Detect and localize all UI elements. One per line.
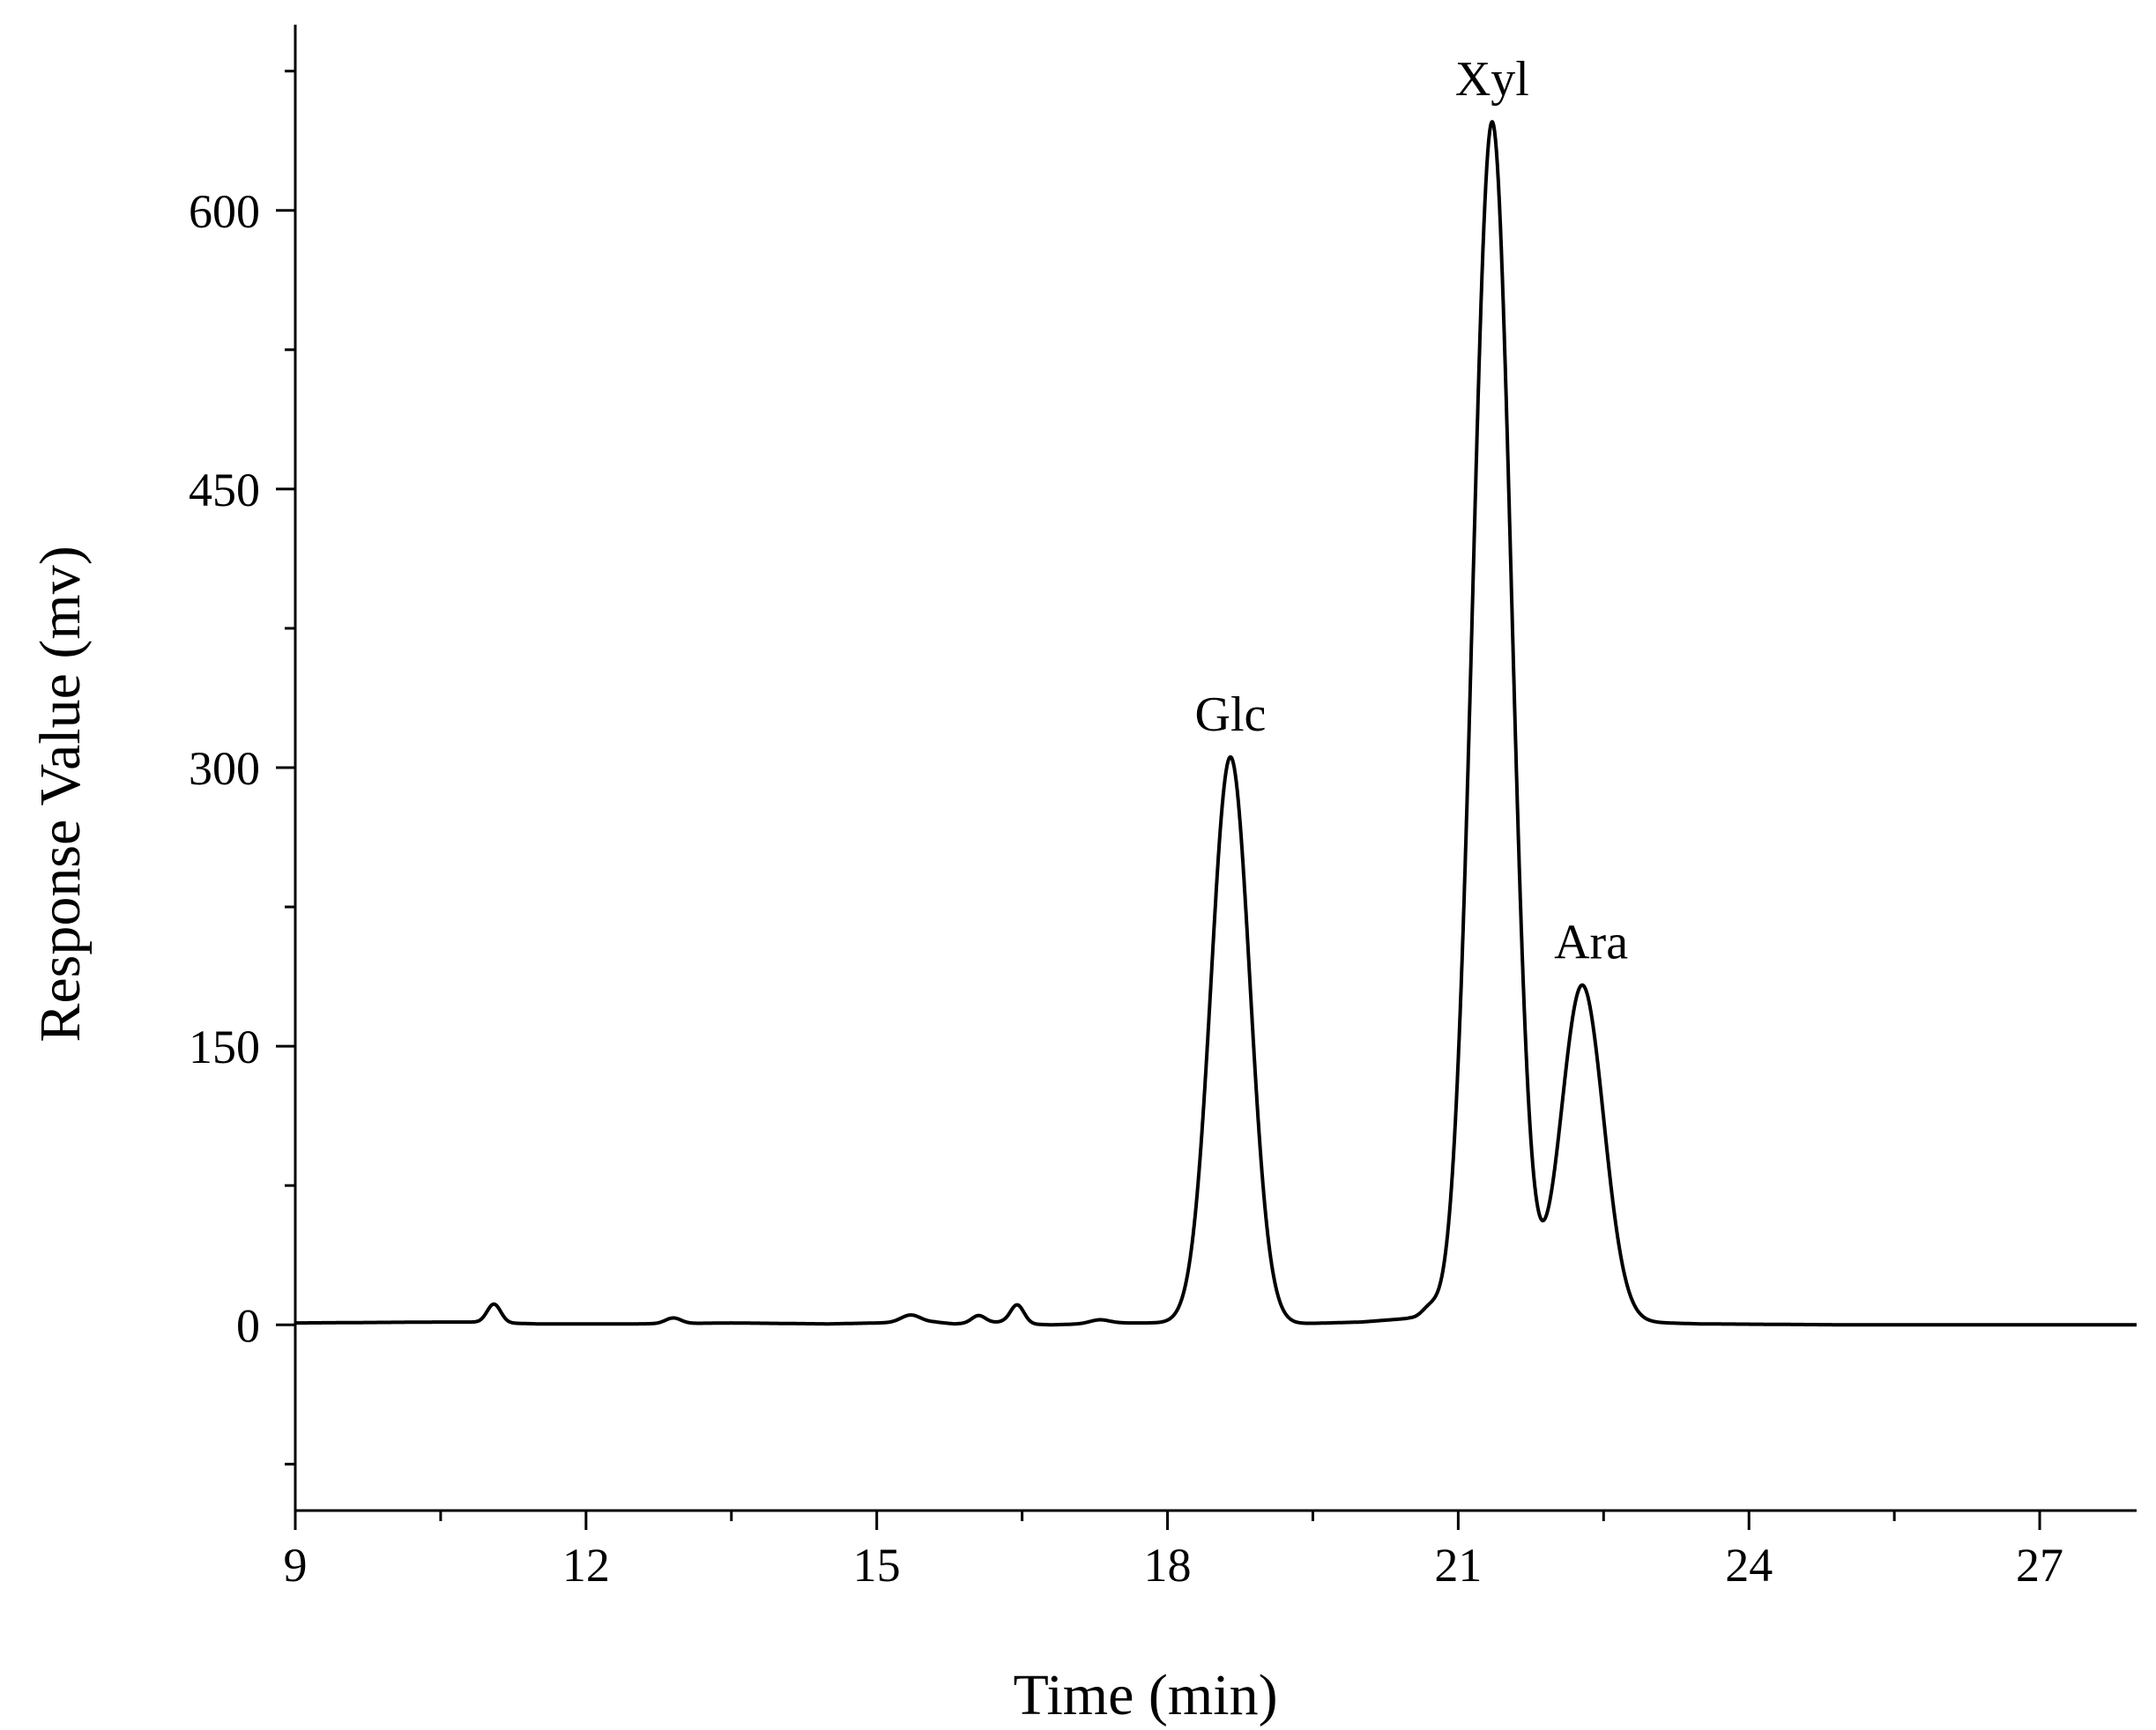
x-tick-label: 24: [1725, 1539, 1773, 1592]
x-tick-label: 18: [1144, 1539, 1192, 1592]
y-tick-label: 600: [189, 185, 260, 238]
peak-label-xyl: Xyl: [1455, 52, 1529, 107]
peak-label-ara: Ara: [1554, 916, 1628, 970]
plot-area: [294, 120, 2138, 1327]
y-tick-label: 450: [189, 464, 260, 516]
y-tick-label: 0: [236, 1299, 260, 1352]
y-axis-title: Response Value (mv): [28, 546, 93, 1042]
x-tick-label: 21: [1434, 1539, 1482, 1592]
y-tick-label: 150: [189, 1021, 260, 1073]
x-axis-title: Time (min): [1013, 1663, 1277, 1727]
peak-labels: Glc Xyl Ara: [1195, 52, 1629, 970]
x-tick-label: 9: [284, 1539, 308, 1592]
y-tick-label: 300: [189, 742, 260, 795]
chromatogram-trace: [294, 120, 2138, 1327]
axes: 9 12 15 18 21 24 27 0 150 300 450 600: [189, 25, 2137, 1592]
x-tick-label: 27: [2016, 1539, 2063, 1592]
x-tick-label: 15: [853, 1539, 901, 1592]
x-tick-label: 12: [562, 1539, 610, 1592]
peak-label-glc: Glc: [1195, 687, 1267, 742]
